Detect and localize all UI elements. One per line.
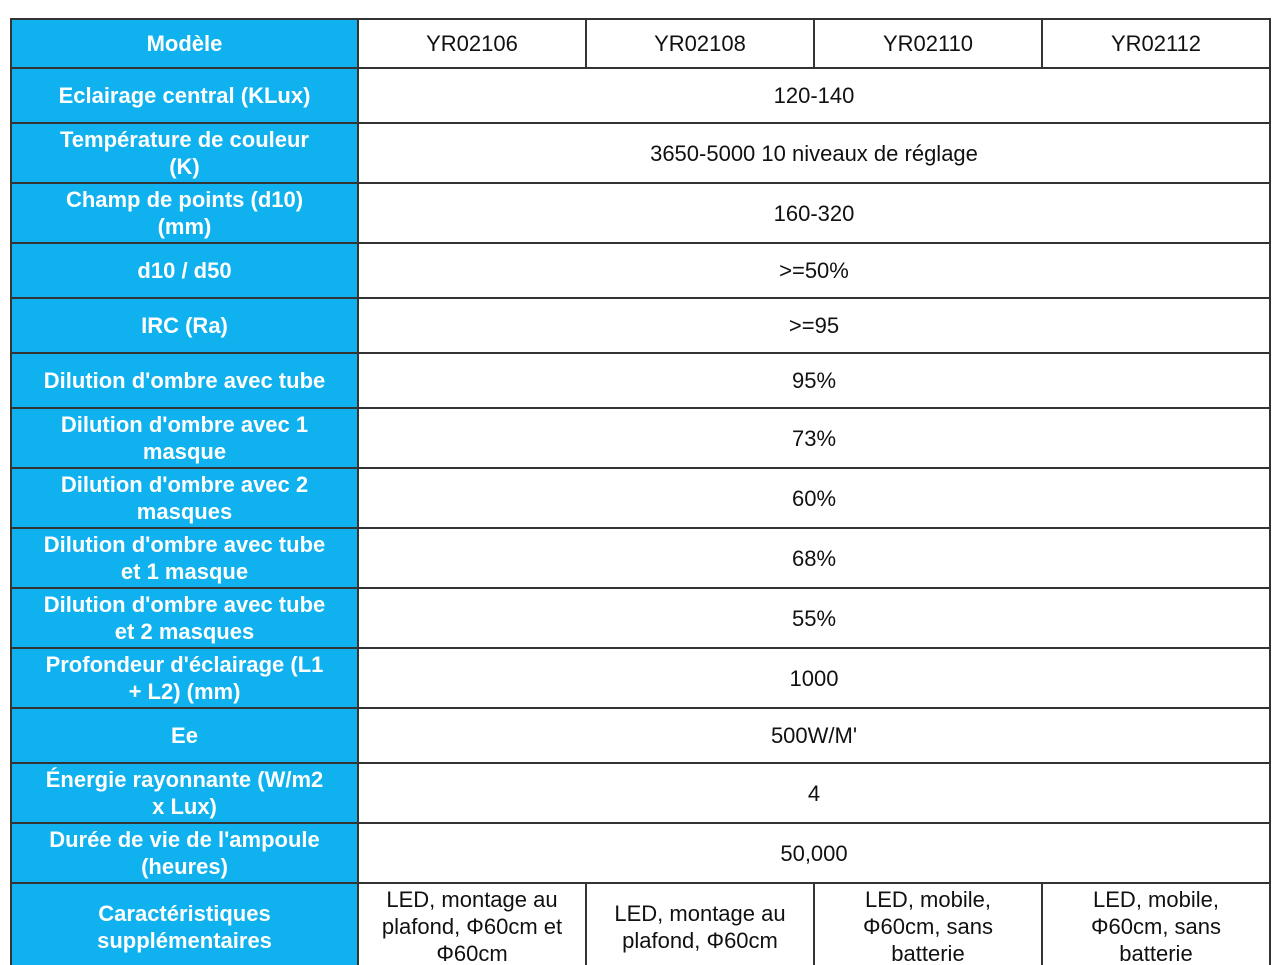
spec-value: 73% bbox=[357, 407, 1271, 469]
spec-label: Énergie rayonnante (W/m2 x Lux) bbox=[10, 762, 359, 824]
spec-value: 60% bbox=[357, 467, 1271, 529]
spec-row-irc-ra: IRC (Ra) >=95 bbox=[10, 297, 1271, 354]
feature-cell-yr02110: LED, mobile, Φ60cm, sans batterie bbox=[813, 882, 1043, 965]
spec-row-profondeur-eclairage: Profondeur d'éclairage (L1 + L2) (mm) 10… bbox=[10, 647, 1271, 709]
model-number-yr02108: YR02108 bbox=[585, 18, 815, 69]
spec-row-dilution-tube: Dilution d'ombre avec tube 95% bbox=[10, 352, 1271, 409]
spec-value: 500W/M' bbox=[357, 707, 1271, 764]
spec-row-dilution-1-masque: Dilution d'ombre avec 1 masque 73% bbox=[10, 407, 1271, 469]
spec-value: 160-320 bbox=[357, 182, 1271, 244]
spec-value: 1000 bbox=[357, 647, 1271, 709]
spec-label: d10 / d50 bbox=[10, 242, 359, 299]
feature-cell-yr02112: LED, mobile, Φ60cm, sans batterie bbox=[1041, 882, 1271, 965]
spec-label: Dilution d'ombre avec tube bbox=[10, 352, 359, 409]
model-header-row: Modèle YR02106 YR02108 YR02110 YR02112 bbox=[10, 18, 1271, 69]
spec-row-dilution-2-masques: Dilution d'ombre avec 2 masques 60% bbox=[10, 467, 1271, 529]
spec-value: >=50% bbox=[357, 242, 1271, 299]
spec-row-dilution-tube-1-masque: Dilution d'ombre avec tube et 1 masque 6… bbox=[10, 527, 1271, 589]
spec-label: Eclairage central (KLux) bbox=[10, 67, 359, 124]
spec-label: Profondeur d'éclairage (L1 + L2) (mm) bbox=[10, 647, 359, 709]
spec-row-duree-de-vie: Durée de vie de l'ampoule (heures) 50,00… bbox=[10, 822, 1271, 884]
feature-cell-yr02108: LED, montage au plafond, Φ60cm bbox=[585, 882, 815, 965]
spec-label: Dilution d'ombre avec tube et 1 masque bbox=[10, 527, 359, 589]
spec-row-dilution-tube-2-masques: Dilution d'ombre avec tube et 2 masques … bbox=[10, 587, 1271, 649]
spec-label: Température de couleur (K) bbox=[10, 122, 359, 184]
spec-row-energie-rayonnante: Énergie rayonnante (W/m2 x Lux) 4 bbox=[10, 762, 1271, 824]
spec-label: Dilution d'ombre avec tube et 2 masques bbox=[10, 587, 359, 649]
model-number-yr02106: YR02106 bbox=[357, 18, 587, 69]
spec-label: Champ de points (d10) (mm) bbox=[10, 182, 359, 244]
spec-value: 3650-5000 10 niveaux de réglage bbox=[357, 122, 1271, 184]
spec-value: 50,000 bbox=[357, 822, 1271, 884]
spec-label: Ee bbox=[10, 707, 359, 764]
model-number-yr02110: YR02110 bbox=[813, 18, 1043, 69]
spec-row-d10-d50: d10 / d50 >=50% bbox=[10, 242, 1271, 299]
feature-cell-yr02106: LED, montage au plafond, Φ60cm et Φ60cm bbox=[357, 882, 587, 965]
spec-value: 120-140 bbox=[357, 67, 1271, 124]
spec-row-temperature-couleur: Température de couleur (K) 3650-5000 10 … bbox=[10, 122, 1271, 184]
spec-value: 4 bbox=[357, 762, 1271, 824]
spec-value: 68% bbox=[357, 527, 1271, 589]
model-number-yr02112: YR02112 bbox=[1041, 18, 1271, 69]
spec-label: IRC (Ra) bbox=[10, 297, 359, 354]
spec-label: Dilution d'ombre avec 2 masques bbox=[10, 467, 359, 529]
spec-row-eclairage-central: Eclairage central (KLux) 120-140 bbox=[10, 67, 1271, 124]
model-header-label: Modèle bbox=[10, 18, 359, 69]
spec-value: >=95 bbox=[357, 297, 1271, 354]
spec-row-ee: Ee 500W/M' bbox=[10, 707, 1271, 764]
spec-value: 55% bbox=[357, 587, 1271, 649]
spec-row-champ-de-points: Champ de points (d10) (mm) 160-320 bbox=[10, 182, 1271, 244]
spec-row-caracteristiques: Caractéristiques supplémentaires LED, mo… bbox=[10, 882, 1271, 965]
spec-label: Caractéristiques supplémentaires bbox=[10, 882, 359, 965]
spec-value: 95% bbox=[357, 352, 1271, 409]
spec-label: Dilution d'ombre avec 1 masque bbox=[10, 407, 359, 469]
spec-label: Durée de vie de l'ampoule (heures) bbox=[10, 822, 359, 884]
product-spec-table: Modèle YR02106 YR02108 YR02110 YR02112 E… bbox=[10, 18, 1271, 965]
